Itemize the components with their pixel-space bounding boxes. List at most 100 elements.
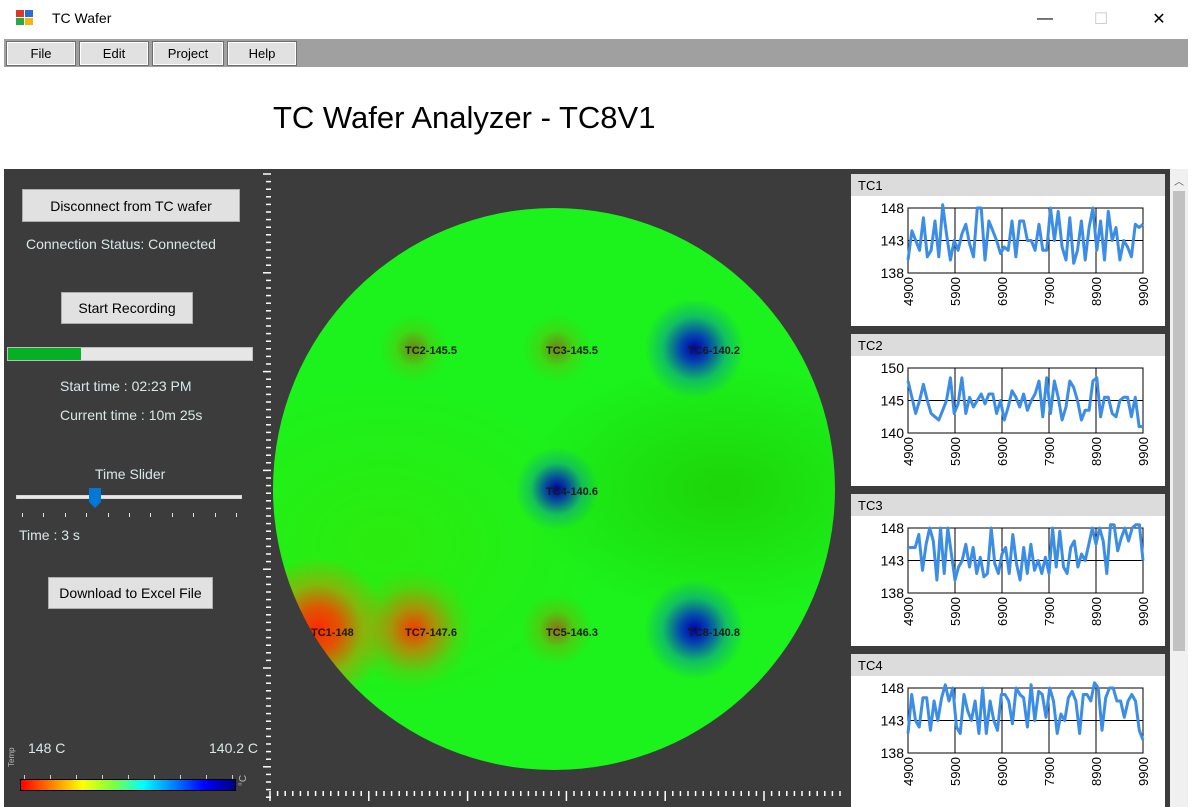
slider-tick xyxy=(43,513,45,517)
x-tick-label: 5900 xyxy=(948,437,963,466)
series-line xyxy=(906,376,1143,428)
x-tick-label: 5900 xyxy=(948,277,963,306)
connection-status: Connection Status: Connected xyxy=(26,236,216,252)
tc2-label: TC2-145.5 xyxy=(405,345,457,357)
y-tick-label: 138 xyxy=(881,585,905,601)
y-tick-label: 148 xyxy=(881,680,905,696)
x-tick-label: 8900 xyxy=(1089,597,1104,626)
x-tick-label: 9900 xyxy=(1136,597,1151,626)
y-tick-label: 140 xyxy=(881,425,905,441)
x-tick-label: 6900 xyxy=(995,277,1010,306)
slider-tick xyxy=(129,513,130,517)
x-tick-label: 4900 xyxy=(901,277,916,306)
colorbar-tick xyxy=(76,775,77,779)
close-button[interactable]: ✕ xyxy=(1152,11,1166,28)
tc1-chart: TC1 4900 5900 6900 7900 8900 9900 148 143 138 xyxy=(851,174,1165,326)
time-slider-thumb[interactable] xyxy=(89,488,102,508)
x-tick-label: 6900 xyxy=(995,437,1010,466)
wafer-heatmap[interactable] xyxy=(273,208,835,770)
colorbar-unit: °C xyxy=(238,774,250,787)
disconnect-button[interactable]: Disconnect from TC wafer xyxy=(22,189,240,222)
series-line xyxy=(906,203,1144,265)
tc4-label: TC4-140.6 xyxy=(546,486,598,498)
menu-bar: File Edit Project Help xyxy=(4,39,1188,67)
control-panel: Disconnect from TC wafer Connection Stat… xyxy=(4,169,262,807)
colorbar-max-label: 148 C xyxy=(28,740,66,756)
x-tick-label: 5900 xyxy=(948,597,963,626)
x-tick-label: 4900 xyxy=(901,757,916,786)
series-line xyxy=(906,681,1145,741)
tc6-label: TC6-140.2 xyxy=(688,345,740,357)
slider-tick xyxy=(171,513,173,517)
maximize-button[interactable]: ☐ xyxy=(1093,11,1109,28)
slider-tick xyxy=(236,513,237,517)
colorbar-tick xyxy=(154,775,155,779)
colorbar-tick xyxy=(50,775,51,779)
tc7-label: TC7-147.6 xyxy=(405,627,457,639)
menu-edit[interactable]: Edit xyxy=(79,41,149,66)
x-tick-label: 7900 xyxy=(1042,277,1057,306)
x-tick-label: 8900 xyxy=(1089,277,1104,306)
chart-title: TC4 xyxy=(851,654,1165,676)
start-time-label: Start time : 02:23 PM xyxy=(60,378,192,394)
tc5-label: TC5-146.3 xyxy=(546,627,598,639)
slider-tick xyxy=(193,513,195,517)
x-tick-label: 6900 xyxy=(995,757,1010,786)
series-line xyxy=(908,523,1145,582)
scroll-up-icon[interactable]: ︿ xyxy=(1174,177,1184,188)
progress-fill xyxy=(8,348,82,360)
colorbar-min-label: 140.2 C xyxy=(209,740,259,756)
time-readout: Time : 3 s xyxy=(19,527,80,543)
tc4-line-chart: 4900 5900 6900 7900 8900 9900 148 143 138 xyxy=(881,680,1151,786)
start-recording-button[interactable]: Start Recording xyxy=(61,292,193,324)
menu-help[interactable]: Help xyxy=(227,41,297,66)
x-tick-label: 6900 xyxy=(995,597,1010,626)
chart-title: TC3 xyxy=(851,494,1165,516)
colorbar-tick xyxy=(232,775,233,779)
recording-progress-bar xyxy=(7,347,253,361)
colorbar-tick xyxy=(24,775,25,779)
tc1-label: TC1-148 xyxy=(311,627,354,639)
x-tick-label: 4900 xyxy=(901,437,916,466)
minimize-button[interactable]: — xyxy=(1037,10,1053,27)
tc3-label: TC3-145.5 xyxy=(546,345,598,357)
page-title: TC Wafer Analyzer - TC8V1 xyxy=(273,100,656,135)
tc3-chart: TC3 4900 5900 6900 7900 8900 9900 148 143 138 xyxy=(851,494,1165,646)
download-excel-button[interactable]: Download to Excel File xyxy=(48,577,213,609)
x-tick-label: 9900 xyxy=(1136,437,1151,466)
time-slider-label: Time Slider xyxy=(95,466,166,482)
x-tick-label: 9900 xyxy=(1136,757,1151,786)
colorbar-tick xyxy=(102,775,103,779)
current-time-label: Current time : 10m 25s xyxy=(60,407,203,423)
colorbar-tick xyxy=(128,775,129,779)
y-tick-label: 143 xyxy=(881,713,905,729)
vertical-scrollbar[interactable]: ︿ xyxy=(1170,169,1188,807)
tc2-chart: TC2 4900 5900 6900 7900 8900 9900 150 145 140 xyxy=(851,334,1165,486)
slider-tick xyxy=(214,513,216,517)
x-tick-label: 5900 xyxy=(948,757,963,786)
window-title: TC Wafer xyxy=(52,10,112,26)
title-bar: TC Wafer — ☐ ✕ xyxy=(0,0,1192,38)
x-tick-label: 4900 xyxy=(901,597,916,626)
y-tick-label: 143 xyxy=(881,233,905,249)
x-tick-label: 9900 xyxy=(1136,277,1151,306)
y-tick-label: 138 xyxy=(881,265,905,281)
x-tick-label: 8900 xyxy=(1089,757,1104,786)
app-icon xyxy=(16,10,34,26)
tc2-line-chart: 4900 5900 6900 7900 8900 9900 150 145 140 xyxy=(881,360,1151,466)
scroll-thumb[interactable] xyxy=(1173,191,1185,651)
vertical-ruler xyxy=(263,173,271,798)
colorbar-tick xyxy=(206,775,207,779)
slider-tick xyxy=(22,513,23,517)
slider-tick xyxy=(150,513,152,517)
time-slider-track[interactable] xyxy=(16,495,242,499)
menu-project[interactable]: Project xyxy=(152,41,224,66)
chart-title: TC1 xyxy=(851,174,1165,196)
slider-tick xyxy=(64,513,66,517)
tc4-chart: TC4 4900 5900 6900 7900 8900 9900 148 143 138 xyxy=(851,654,1165,807)
y-tick-label: 148 xyxy=(881,200,905,216)
menu-file[interactable]: File xyxy=(6,41,76,66)
chart-title: TC2 xyxy=(851,334,1165,356)
y-tick-label: 138 xyxy=(881,745,905,761)
temperature-colorbar xyxy=(20,779,236,791)
